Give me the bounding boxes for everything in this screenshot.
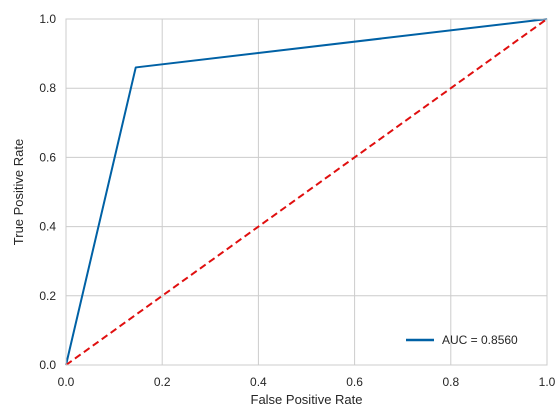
x-tick-label: 0.0: [58, 375, 75, 389]
roc-curve-line: [65, 18, 548, 366]
plot-background: [66, 19, 547, 365]
x-tick-label: 0.6: [346, 375, 363, 389]
y-tick-label: 0.8: [39, 81, 56, 95]
x-tick-label: 0.2: [154, 375, 171, 389]
x-axis-label: False Positive Rate: [251, 392, 363, 407]
gridlines: [65, 18, 548, 366]
legend-entry: AUC = 0.8560: [442, 333, 518, 347]
y-tick-label: 0.0: [39, 358, 56, 372]
x-tick-label: 0.4: [250, 375, 267, 389]
legend: AUC = 0.8560: [406, 333, 518, 347]
y-tick-label: 1.0: [39, 12, 56, 26]
y-tick-label: 0.6: [39, 150, 56, 164]
y-axis-label: True Positive Rate: [11, 139, 26, 245]
y-tick-label: 0.2: [39, 289, 56, 303]
y-tick-labels: 0.0 0.2 0.4 0.6 0.8 1.0: [39, 12, 56, 372]
x-tick-label: 1.0: [539, 375, 556, 389]
plot-border: [65, 18, 548, 366]
y-tick-label: 0.4: [39, 220, 56, 234]
x-tick-label: 0.8: [442, 375, 459, 389]
x-tick-labels: 0.0 0.2 0.4 0.6 0.8 1.0: [58, 375, 556, 389]
series-group: [65, 18, 548, 366]
